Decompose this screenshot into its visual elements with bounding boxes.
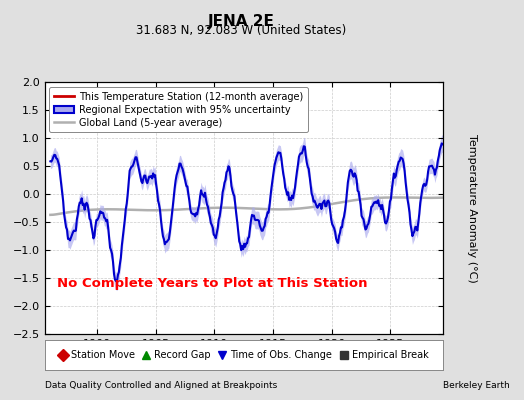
Y-axis label: Temperature Anomaly (°C): Temperature Anomaly (°C) <box>467 134 477 282</box>
Text: Berkeley Earth: Berkeley Earth <box>443 381 509 390</box>
Text: Data Quality Controlled and Aligned at Breakpoints: Data Quality Controlled and Aligned at B… <box>45 381 277 390</box>
Text: JENA 2E: JENA 2E <box>208 14 275 29</box>
Legend: This Temperature Station (12-month average), Regional Expectation with 95% uncer: This Temperature Station (12-month avera… <box>49 87 308 132</box>
Text: No Complete Years to Plot at This Station: No Complete Years to Plot at This Statio… <box>57 277 367 290</box>
Legend: Station Move, Record Gap, Time of Obs. Change, Empirical Break: Station Move, Record Gap, Time of Obs. C… <box>55 346 432 364</box>
Text: 31.683 N, 92.083 W (United States): 31.683 N, 92.083 W (United States) <box>136 24 346 37</box>
